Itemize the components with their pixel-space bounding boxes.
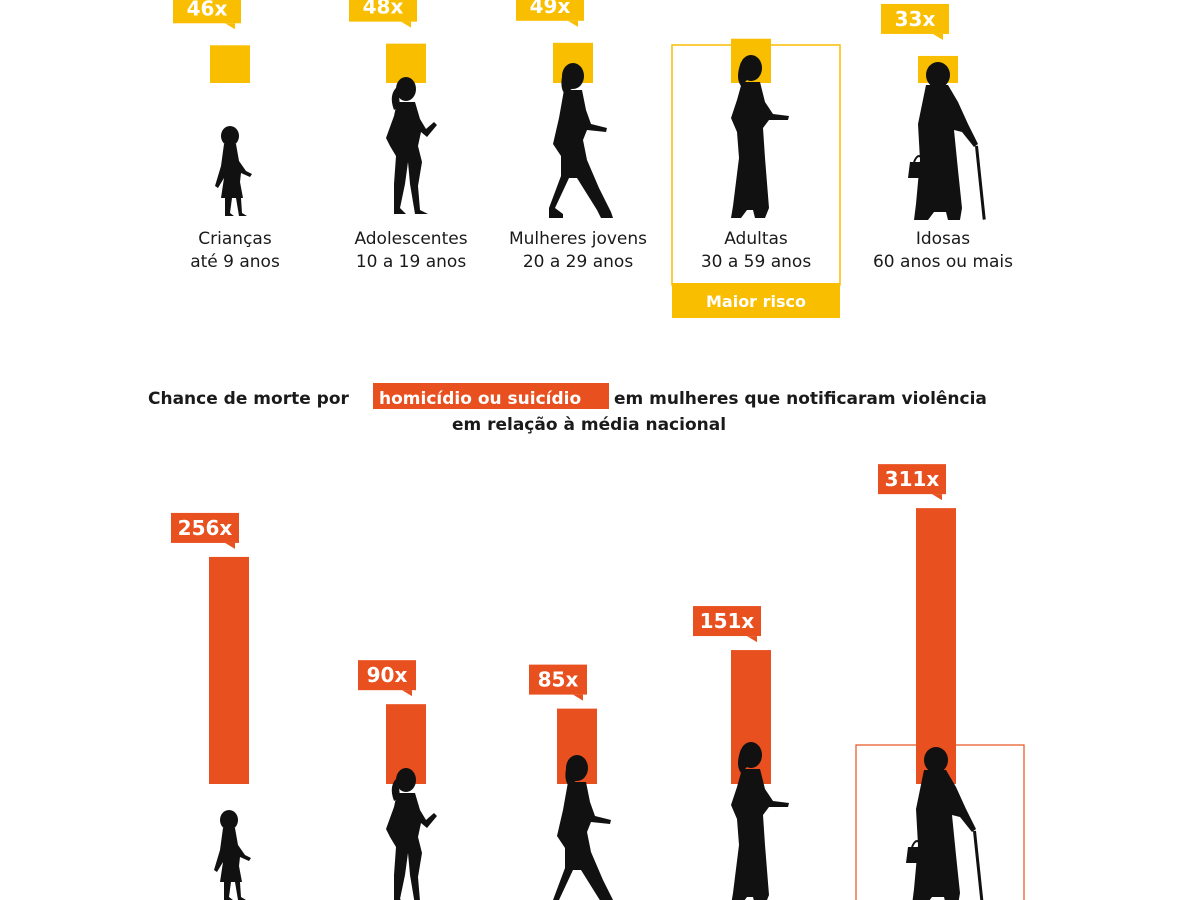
category-label-line1: Mulheres jovens	[509, 229, 647, 249]
value-badge	[171, 512, 239, 543]
value-badge-pointer	[568, 20, 578, 27]
value-badge-pointer	[401, 21, 411, 28]
category-label-line1: Crianças	[198, 229, 272, 249]
value-badge	[173, 0, 241, 24]
teen-girl-silhouette-icon	[386, 77, 437, 214]
value-label: 151x	[700, 609, 755, 633]
elderly-woman-silhouette-icon	[907, 61, 987, 221]
teen-girl-silhouette-icon	[386, 768, 437, 900]
bar	[916, 508, 956, 784]
value-badge	[349, 0, 417, 22]
value-badge-pointer	[573, 694, 583, 701]
bar	[386, 43, 426, 83]
child-silhouette-icon	[215, 126, 252, 216]
category-label-line2: 60 anos ou mais	[873, 252, 1013, 272]
value-badge-pointer	[932, 494, 942, 501]
chart-bottom-by-age: 256x 90x 85x 151x 311x	[171, 464, 1025, 900]
value-badge-pointer	[933, 33, 943, 40]
title-highlight-background	[373, 383, 609, 409]
child-silhouette-icon	[214, 810, 251, 900]
bar	[209, 556, 249, 784]
value-label: 311x	[885, 467, 940, 491]
young-woman-silhouette-icon	[549, 63, 613, 218]
category-label-line1: Adultas	[724, 229, 788, 249]
value-badge	[693, 606, 761, 637]
value-label: 46x	[187, 0, 228, 20]
category-label-line2: 10 a 19 anos	[356, 252, 466, 272]
title-line-2: em relação à média nacional	[452, 415, 726, 435]
bottom-chart-title: Chance de morte por homicídio ou suicídi…	[148, 383, 987, 435]
value-label: 48x	[363, 0, 404, 19]
value-label: 256x	[178, 516, 233, 540]
category-label-line2: até 9 anos	[190, 252, 280, 272]
title-part-after: em mulheres que notificaram violência	[614, 389, 987, 409]
value-badge-pointer	[402, 690, 412, 697]
value-badge	[881, 3, 949, 34]
value-badge-pointer	[747, 636, 757, 643]
bar	[210, 45, 250, 83]
value-badge	[878, 464, 946, 495]
title-part-before: Chance de morte por	[148, 389, 349, 409]
value-label: 90x	[367, 663, 408, 687]
highlight-band	[672, 283, 840, 318]
highlight-label: Maior risco	[706, 292, 806, 311]
category-label-line1: Idosas	[916, 229, 970, 249]
value-label: 49x	[530, 0, 571, 18]
category-label-line1: Adolescentes	[354, 229, 467, 249]
chart-top-by-age: Maior risco 46x Crianças até 9 anos 48x Adole…	[173, 0, 1013, 318]
category-label-line2: 20 a 29 anos	[523, 252, 633, 272]
value-label: 33x	[895, 7, 936, 31]
value-badge	[358, 660, 416, 691]
title-highlight-text: homicídio ou suicídio	[379, 389, 581, 409]
value-label: 85x	[538, 668, 579, 692]
value-badge-pointer	[225, 23, 235, 30]
value-badge	[516, 0, 584, 21]
value-badge-pointer	[225, 542, 235, 549]
value-badge	[529, 664, 587, 695]
category-label-line2: 30 a 59 anos	[701, 252, 811, 272]
